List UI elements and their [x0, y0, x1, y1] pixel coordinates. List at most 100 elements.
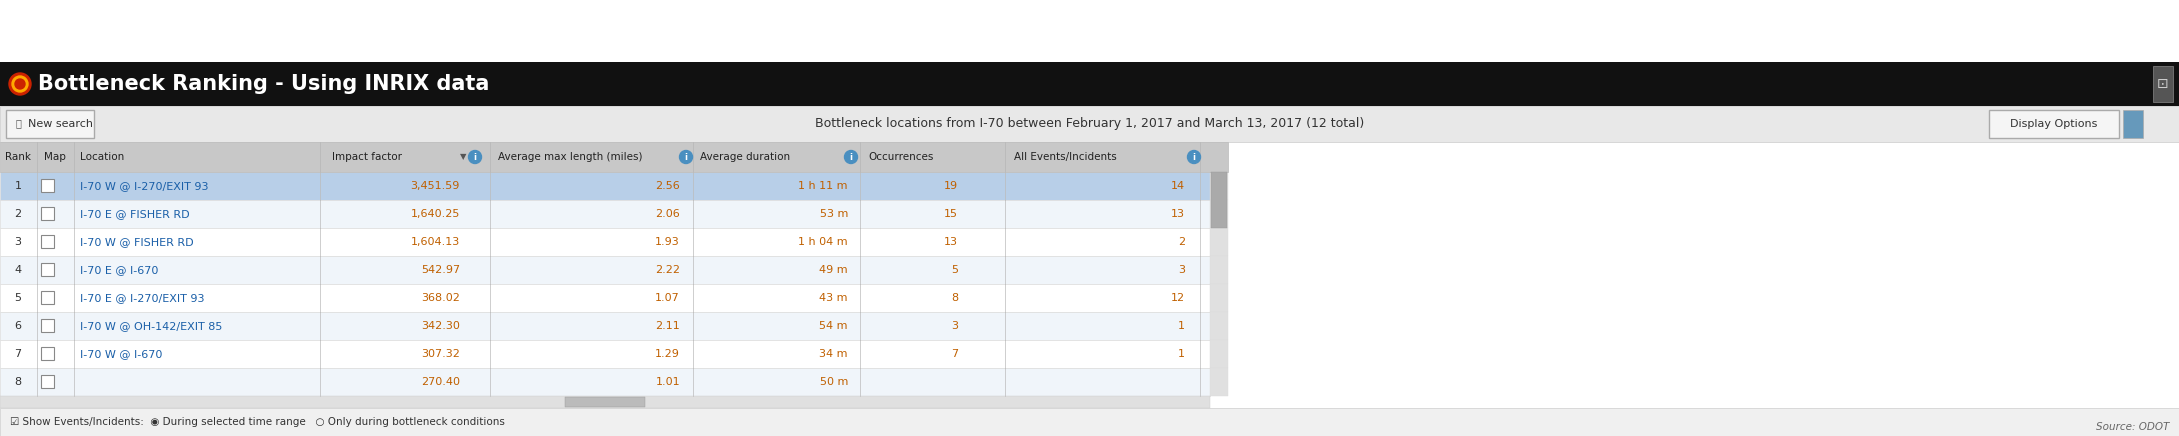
- Text: 🔍: 🔍: [15, 118, 22, 128]
- Text: Occurrences: Occurrences: [867, 152, 933, 162]
- Text: 7: 7: [15, 349, 22, 359]
- Text: Average duration: Average duration: [699, 152, 791, 162]
- Circle shape: [9, 73, 31, 95]
- Bar: [1209, 256, 1229, 284]
- Text: 19: 19: [944, 181, 959, 191]
- Bar: [1209, 284, 1229, 312]
- Text: I-70 W @ I-270/EXIT 93: I-70 W @ I-270/EXIT 93: [81, 181, 209, 191]
- Text: 50 m: 50 m: [819, 377, 848, 387]
- Text: 13: 13: [1170, 209, 1185, 219]
- Bar: [0, 200, 1209, 228]
- Bar: [0, 62, 2179, 106]
- Text: ▼: ▼: [460, 153, 466, 161]
- Circle shape: [468, 150, 482, 164]
- Text: 54 m: 54 m: [819, 321, 848, 331]
- Bar: [2153, 66, 2172, 102]
- Text: Location: Location: [81, 152, 124, 162]
- Bar: [0, 228, 1209, 256]
- Text: 368.02: 368.02: [421, 293, 460, 303]
- Text: 3,451.59: 3,451.59: [410, 181, 460, 191]
- Text: 1.93: 1.93: [656, 237, 680, 247]
- Bar: [41, 207, 54, 220]
- Bar: [0, 396, 1209, 408]
- Text: Bottleneck locations from I-70 between February 1, 2017 and March 13, 2017 (12 t: Bottleneck locations from I-70 between F…: [815, 117, 1364, 130]
- Bar: [1212, 172, 1227, 228]
- Circle shape: [1188, 150, 1201, 164]
- Text: 15: 15: [944, 209, 959, 219]
- Bar: [1209, 312, 1229, 340]
- Circle shape: [845, 150, 859, 164]
- Bar: [1989, 110, 2118, 138]
- Bar: [7, 110, 94, 138]
- Text: 1: 1: [1179, 321, 1185, 331]
- Bar: [0, 256, 1209, 284]
- Bar: [41, 235, 54, 248]
- Text: 5: 5: [950, 265, 959, 275]
- Text: 1,640.25: 1,640.25: [410, 209, 460, 219]
- Text: 3: 3: [950, 321, 959, 331]
- Bar: [41, 375, 54, 388]
- Text: 49 m: 49 m: [819, 265, 848, 275]
- Text: 12: 12: [1170, 293, 1185, 303]
- Text: 1: 1: [15, 181, 22, 191]
- Circle shape: [13, 76, 28, 92]
- Text: Source: ODOT: Source: ODOT: [2096, 422, 2168, 432]
- Text: I-70 E @ I-670: I-70 E @ I-670: [81, 265, 159, 275]
- Bar: [0, 106, 2179, 142]
- Text: 4: 4: [15, 265, 22, 275]
- Text: 342.30: 342.30: [421, 321, 460, 331]
- Text: 542.97: 542.97: [421, 265, 460, 275]
- Text: 2.11: 2.11: [656, 321, 680, 331]
- Text: 8: 8: [15, 377, 22, 387]
- Text: 2.56: 2.56: [656, 181, 680, 191]
- Circle shape: [15, 79, 24, 89]
- Text: i: i: [850, 153, 852, 161]
- Text: Average max length (miles): Average max length (miles): [499, 152, 643, 162]
- Text: I-70 E @ I-270/EXIT 93: I-70 E @ I-270/EXIT 93: [81, 293, 205, 303]
- Text: I-70 E @ FISHER RD: I-70 E @ FISHER RD: [81, 209, 190, 219]
- Bar: [41, 319, 54, 332]
- Text: 6: 6: [15, 321, 22, 331]
- Bar: [564, 397, 645, 407]
- Text: Map: Map: [44, 152, 65, 162]
- Bar: [0, 172, 1209, 200]
- Bar: [1209, 172, 1229, 200]
- Text: 7: 7: [950, 349, 959, 359]
- Text: 1,604.13: 1,604.13: [412, 237, 460, 247]
- Text: All Events/Incidents: All Events/Incidents: [1013, 152, 1118, 162]
- Text: 14: 14: [1170, 181, 1185, 191]
- Text: I-70 W @ I-670: I-70 W @ I-670: [81, 349, 163, 359]
- Text: I-70 W @ FISHER RD: I-70 W @ FISHER RD: [81, 237, 194, 247]
- Text: 2: 2: [1179, 237, 1185, 247]
- Bar: [0, 312, 1209, 340]
- Text: i: i: [1192, 153, 1196, 161]
- Text: 2.06: 2.06: [656, 209, 680, 219]
- Bar: [0, 142, 1229, 172]
- Text: 307.32: 307.32: [421, 349, 460, 359]
- Text: Bottleneck Ranking - Using INRIX data: Bottleneck Ranking - Using INRIX data: [37, 74, 490, 94]
- Text: 34 m: 34 m: [819, 349, 848, 359]
- Bar: [2122, 110, 2142, 138]
- Bar: [1209, 228, 1229, 256]
- Bar: [0, 284, 1209, 312]
- Text: ⊡: ⊡: [2157, 77, 2168, 91]
- Bar: [41, 179, 54, 192]
- Text: 1.01: 1.01: [656, 377, 680, 387]
- Text: i: i: [684, 153, 689, 161]
- Text: i: i: [473, 153, 477, 161]
- Text: 13: 13: [944, 237, 959, 247]
- Text: 1 h 11 m: 1 h 11 m: [798, 181, 848, 191]
- Text: 1.29: 1.29: [656, 349, 680, 359]
- Text: 43 m: 43 m: [819, 293, 848, 303]
- Text: 270.40: 270.40: [421, 377, 460, 387]
- Bar: [0, 340, 1209, 368]
- Bar: [41, 291, 54, 304]
- Bar: [0, 368, 1209, 396]
- Text: 3: 3: [1179, 265, 1185, 275]
- Text: 8: 8: [950, 293, 959, 303]
- Text: Rank: Rank: [4, 152, 31, 162]
- Bar: [1209, 368, 1229, 396]
- Text: ☑ Show Events/Incidents:  ◉ During selected time range   ○ Only during bottlenec: ☑ Show Events/Incidents: ◉ During select…: [11, 417, 506, 427]
- Text: 1: 1: [1179, 349, 1185, 359]
- Text: 1.07: 1.07: [656, 293, 680, 303]
